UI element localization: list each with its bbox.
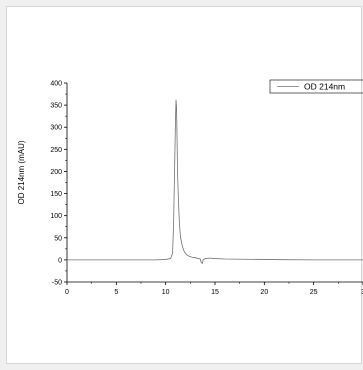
x-tick-label: 0 xyxy=(65,289,69,296)
y-tick-label: 150 xyxy=(50,191,62,198)
x-tick-label: 10 xyxy=(162,289,170,296)
x-tick-label: 15 xyxy=(211,289,219,296)
y-axis-label: OD 214nm (mAU) xyxy=(17,140,26,204)
legend: OD 214nm xyxy=(269,79,363,94)
y-ticks: -50 0 50 100 150 200 250 300 350 400 xyxy=(50,81,67,287)
legend-entry-label: OD 214nm xyxy=(304,82,345,92)
y-tick-label: 200 xyxy=(50,169,62,176)
x-tick-label: 3 xyxy=(361,289,363,296)
legend-box xyxy=(269,79,363,94)
chart-panel xyxy=(6,6,362,364)
y-tick-label: -50 xyxy=(52,280,62,287)
y-tick-label: 400 xyxy=(50,81,62,88)
x-tick-label: 5 xyxy=(114,289,118,296)
x-tick-label: 25 xyxy=(310,289,318,296)
y-tick-label: 350 xyxy=(50,103,62,110)
y-tick-label: 100 xyxy=(50,213,62,220)
x-tick-label: 20 xyxy=(260,289,268,296)
y-tick-label: 0 xyxy=(58,257,62,264)
y-tick-label: 250 xyxy=(50,147,62,154)
axes xyxy=(66,83,363,283)
y-tick-label: 300 xyxy=(50,125,62,132)
y-tick-label: 50 xyxy=(54,235,62,242)
series-line-od-214nm xyxy=(67,99,363,265)
x-ticks: 0 5 10 15 20 25 3 xyxy=(65,282,363,296)
